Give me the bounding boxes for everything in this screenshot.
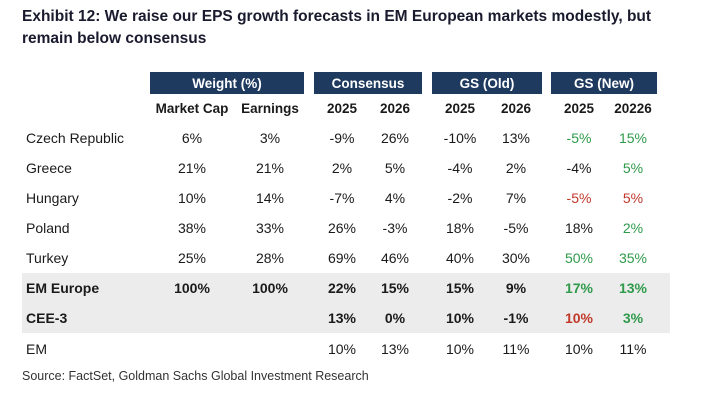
sub-header-2: 2025	[326, 100, 358, 116]
header-group-0: Weight (%)	[150, 72, 304, 94]
row-label: Hungary	[26, 190, 79, 206]
table-cell: 13%	[327, 310, 357, 326]
sub-header-0: Market Cap	[155, 100, 229, 116]
table-cell: 10%	[564, 310, 594, 326]
table-cell: -3%	[382, 220, 408, 236]
table-row: Turkey 25% 28% 69% 46% 40% 30% 50% 35%	[22, 243, 670, 273]
table-cell: -1%	[503, 310, 529, 326]
table-cell: 3%	[259, 130, 281, 146]
table-cell: 2%	[331, 160, 353, 176]
row-label: Turkey	[26, 250, 69, 266]
row-label: Greece	[26, 160, 72, 176]
table-cell: 40%	[445, 250, 475, 266]
table-cell: 46%	[380, 250, 410, 266]
table-cell: -5%	[503, 220, 529, 236]
table-cell	[233, 334, 307, 364]
table-cell	[155, 303, 229, 333]
table-cell: 26%	[327, 220, 357, 236]
table-cell: 15%	[618, 130, 648, 146]
row-label: CEE-3	[26, 310, 68, 326]
table-cell: 10%	[177, 190, 207, 206]
table-cell: 30%	[501, 250, 531, 266]
table-cell: 5%	[622, 160, 644, 176]
sub-header-5: 2026	[500, 100, 532, 116]
table-cell: 21%	[255, 160, 285, 176]
table-cell: 10%	[445, 310, 475, 326]
table-row: Poland 38% 33% 26% -3% 18% -5% 18% 2%	[22, 213, 670, 243]
table-cell: -10%	[443, 130, 477, 146]
table-row: Hungary 10% 14% -7% 4% -2% 7% -5% 5%	[22, 183, 670, 213]
table-cell: 3%	[622, 310, 644, 326]
table-cell: 100%	[252, 280, 288, 296]
table-cell: 4%	[384, 190, 406, 206]
table-cell: 25%	[177, 250, 207, 266]
table-cell: 10%	[564, 341, 594, 357]
header-group-2: GS (Old)	[432, 72, 542, 94]
table-cell: 15%	[380, 280, 410, 296]
table-row: EM Europe 100% 100% 22% 15% 15% 9% 17% 13%	[22, 273, 670, 303]
table-cell: 10%	[445, 341, 475, 357]
table-cell: 5%	[384, 160, 406, 176]
table-cell: 7%	[505, 190, 527, 206]
table-cell: 13%	[618, 280, 648, 296]
row-label: EM	[26, 341, 47, 357]
table-cell: 33%	[255, 220, 285, 236]
table-cell: 5%	[622, 190, 644, 206]
table-cell: 26%	[380, 130, 410, 146]
row-label: EM Europe	[26, 280, 100, 296]
table-cell: 10%	[327, 341, 357, 357]
table-cell: 22%	[327, 280, 357, 296]
table-cell: 11%	[619, 341, 647, 357]
sub-header-6: 2025	[563, 100, 595, 116]
sub-header-1: Earnings	[241, 100, 299, 116]
table-cell: 13%	[380, 341, 410, 357]
table-cell: 13%	[501, 130, 531, 146]
table-cell: 50%	[564, 250, 594, 266]
source-note: Source: FactSet, Goldman Sachs Global In…	[22, 369, 369, 383]
row-label: Poland	[26, 220, 70, 236]
table-cell: 38%	[177, 220, 207, 236]
table-cell: 9%	[505, 280, 527, 296]
table-cell: -4%	[447, 160, 473, 176]
sub-header-3: 2026	[379, 100, 411, 116]
table-cell: 11%	[502, 341, 530, 357]
table-cell: -2%	[447, 190, 473, 206]
exhibit-title: Exhibit 12: We raise our EPS growth fore…	[22, 8, 652, 47]
table-cell: 18%	[445, 220, 475, 236]
table-cell: -5%	[566, 130, 592, 146]
table-row: CEE-3 13% 0% 10% -1% 10% 3%	[22, 303, 670, 333]
header-group-1: Consensus	[314, 72, 422, 94]
table-row: Greece 21% 21% 2% 5% -4% 2% -4% 5%	[22, 153, 670, 183]
header-group-3: GS (New)	[551, 72, 657, 94]
table-cell: -9%	[329, 130, 355, 146]
table-cell: 2%	[505, 160, 527, 176]
table-cell: 15%	[445, 280, 475, 296]
table-cell: -5%	[566, 190, 592, 206]
table-cell	[233, 303, 307, 333]
table-cell: 0%	[384, 310, 406, 326]
table-cell: 28%	[255, 250, 285, 266]
table-cell: 35%	[618, 250, 648, 266]
table-cell	[155, 334, 229, 364]
table-cell: -4%	[566, 160, 592, 176]
table-cell: 14%	[255, 190, 285, 206]
table-cell: 100%	[174, 280, 210, 296]
row-label: Czech Republic	[26, 130, 125, 146]
table-row: EM 10% 13% 10% 11% 10% 11%	[22, 334, 670, 364]
table-cell: 2%	[622, 220, 644, 236]
table-cell: 6%	[181, 130, 203, 146]
table-cell: 17%	[564, 280, 594, 296]
table-cell: 21%	[177, 160, 207, 176]
table-cell: 69%	[327, 250, 357, 266]
sub-header-7: 20226	[614, 100, 652, 116]
table-cell: 18%	[564, 220, 594, 236]
table-row: Czech Republic 6% 3% -9% 26% -10% 13% -5% 15%	[22, 123, 670, 153]
table-cell: -7%	[329, 190, 355, 206]
sub-header-4: 2025	[444, 100, 476, 116]
